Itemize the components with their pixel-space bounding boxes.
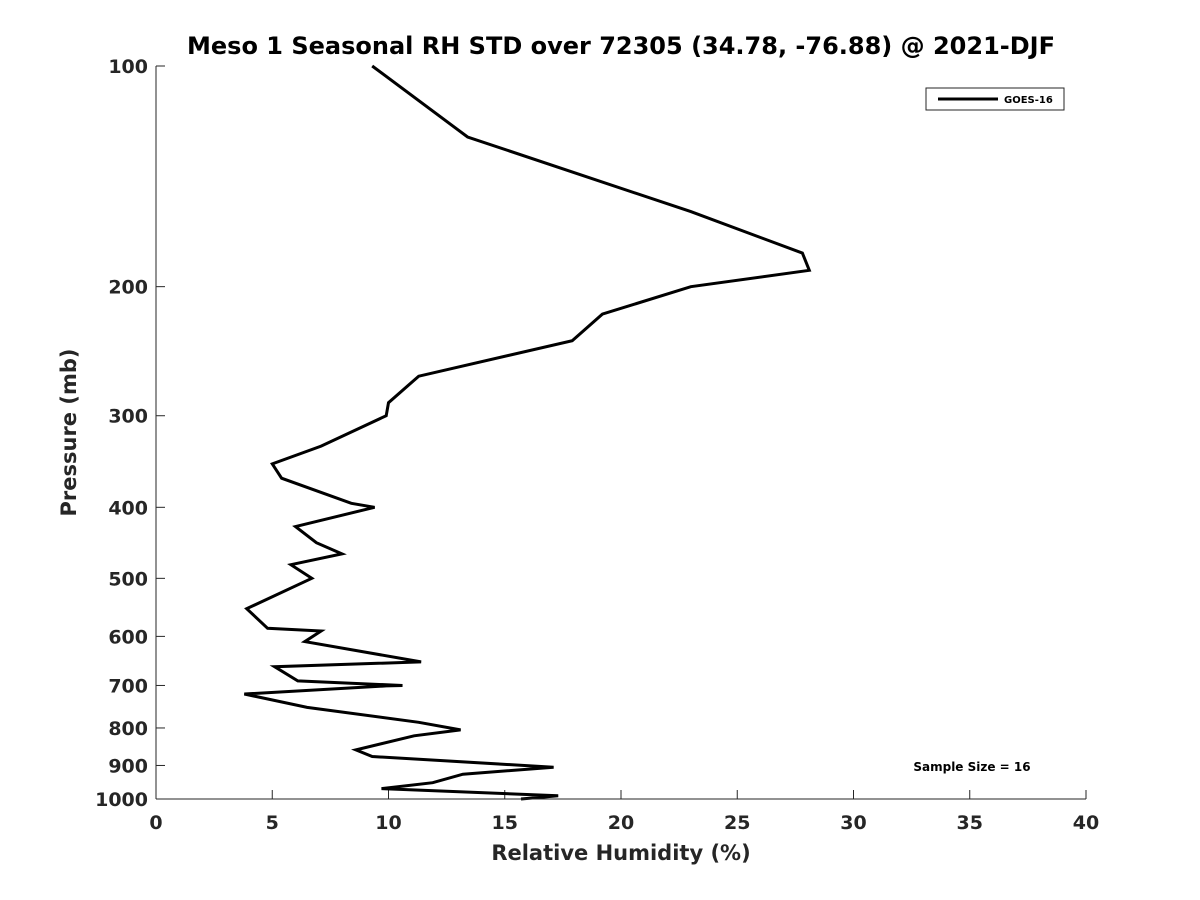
x-tick-label: 5 [266, 812, 279, 834]
y-tick-label: 600 [108, 626, 148, 648]
x-tick-label: 40 [1073, 812, 1099, 834]
series-group [243, 64, 812, 801]
series-line-goes-16 [243, 64, 812, 801]
y-tick-label: 400 [108, 497, 148, 519]
x-tick-label: 25 [724, 812, 750, 834]
x-tick-label: 30 [840, 812, 866, 834]
y-tick-label: 800 [108, 718, 148, 740]
y-axis-ticks: 100 200 300 400 500 600 700 800 900 1000 [95, 56, 165, 811]
legend: GOES-16 [925, 87, 1065, 111]
y-axis-label: Pressure (mb) [57, 349, 81, 517]
x-tick-label: 35 [957, 812, 983, 834]
y-tick-label: 1000 [95, 789, 148, 811]
x-axis-label: Relative Humidity (%) [491, 841, 750, 865]
y-tick-label: 300 [108, 406, 148, 428]
x-tick-label: 20 [608, 812, 634, 834]
x-axis-ticks: 0 5 10 15 20 25 30 35 40 [149, 790, 1099, 834]
y-tick-label: 700 [108, 675, 148, 697]
y-tick-label: 100 [108, 56, 148, 78]
x-tick-label: 0 [149, 812, 162, 834]
y-tick-label: 900 [108, 755, 148, 777]
x-tick-label: 10 [375, 812, 401, 834]
sample-size-annotation: Sample Size = 16 [913, 760, 1030, 774]
y-tick-label: 200 [108, 277, 148, 299]
y-tick-label: 500 [108, 568, 148, 590]
x-tick-label: 15 [492, 812, 518, 834]
legend-label: GOES-16 [1004, 95, 1053, 106]
chart-title: Meso 1 Seasonal RH STD over 72305 (34.78… [187, 32, 1055, 60]
